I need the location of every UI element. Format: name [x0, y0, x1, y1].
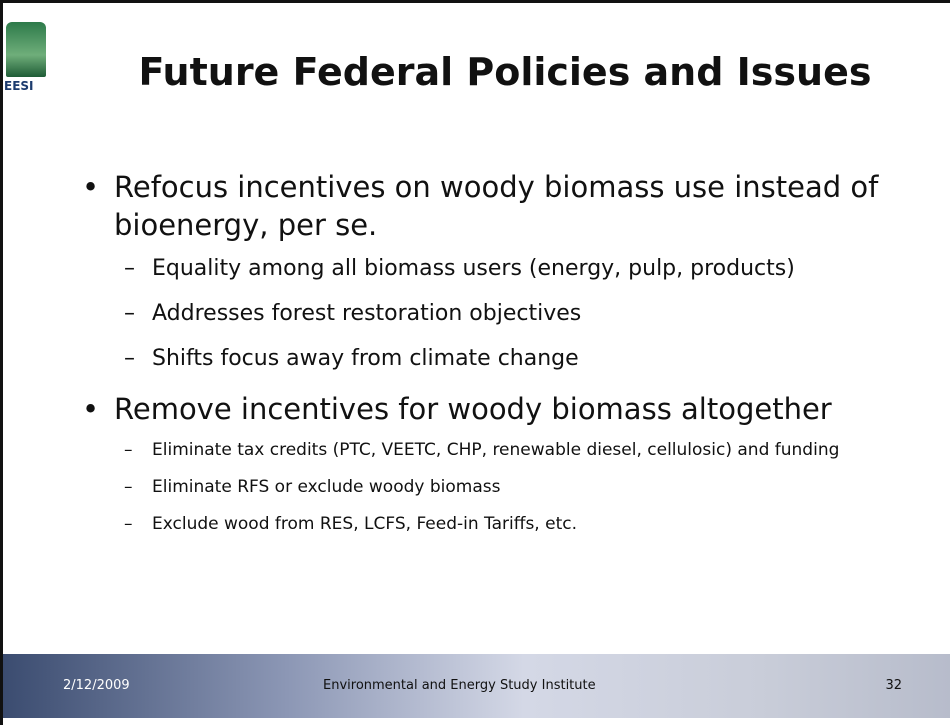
logo-icon — [6, 22, 46, 77]
slide-title: Future Federal Policies and Issues — [138, 50, 872, 94]
footer-org: Environmental and Energy Study Institute — [323, 678, 596, 693]
footer-date: 2/12/2009 — [63, 678, 130, 693]
sub-bullet: Shifts focus away from climate change — [82, 344, 902, 374]
sub-bullet: Exclude wood from RES, LCFS, Feed-in Tar… — [82, 512, 902, 537]
logo: EESI — [4, 22, 52, 104]
bullet: Refocus incentives on woody biomass use … — [82, 168, 902, 244]
sub-bullet: Eliminate tax credits (PTC, VEETC, CHP, … — [82, 438, 902, 463]
bullet-group: Remove incentives for woody biomass alto… — [82, 390, 902, 537]
sub-bullet: Equality among all biomass users (energy… — [82, 254, 902, 284]
footer-page: 32 — [885, 678, 902, 693]
bullet: Remove incentives for woody biomass alto… — [82, 390, 902, 428]
footer: 2/12/2009 Environmental and Energy Study… — [3, 654, 950, 718]
bullet-list: Refocus incentives on woody biomass use … — [82, 168, 902, 553]
bullet-group: Refocus incentives on woody biomass use … — [82, 168, 902, 374]
sub-bullet: Eliminate RFS or exclude woody biomass — [82, 475, 902, 500]
logo-label: EESI — [4, 79, 34, 93]
sub-bullet: Addresses forest restoration objectives — [82, 299, 902, 329]
